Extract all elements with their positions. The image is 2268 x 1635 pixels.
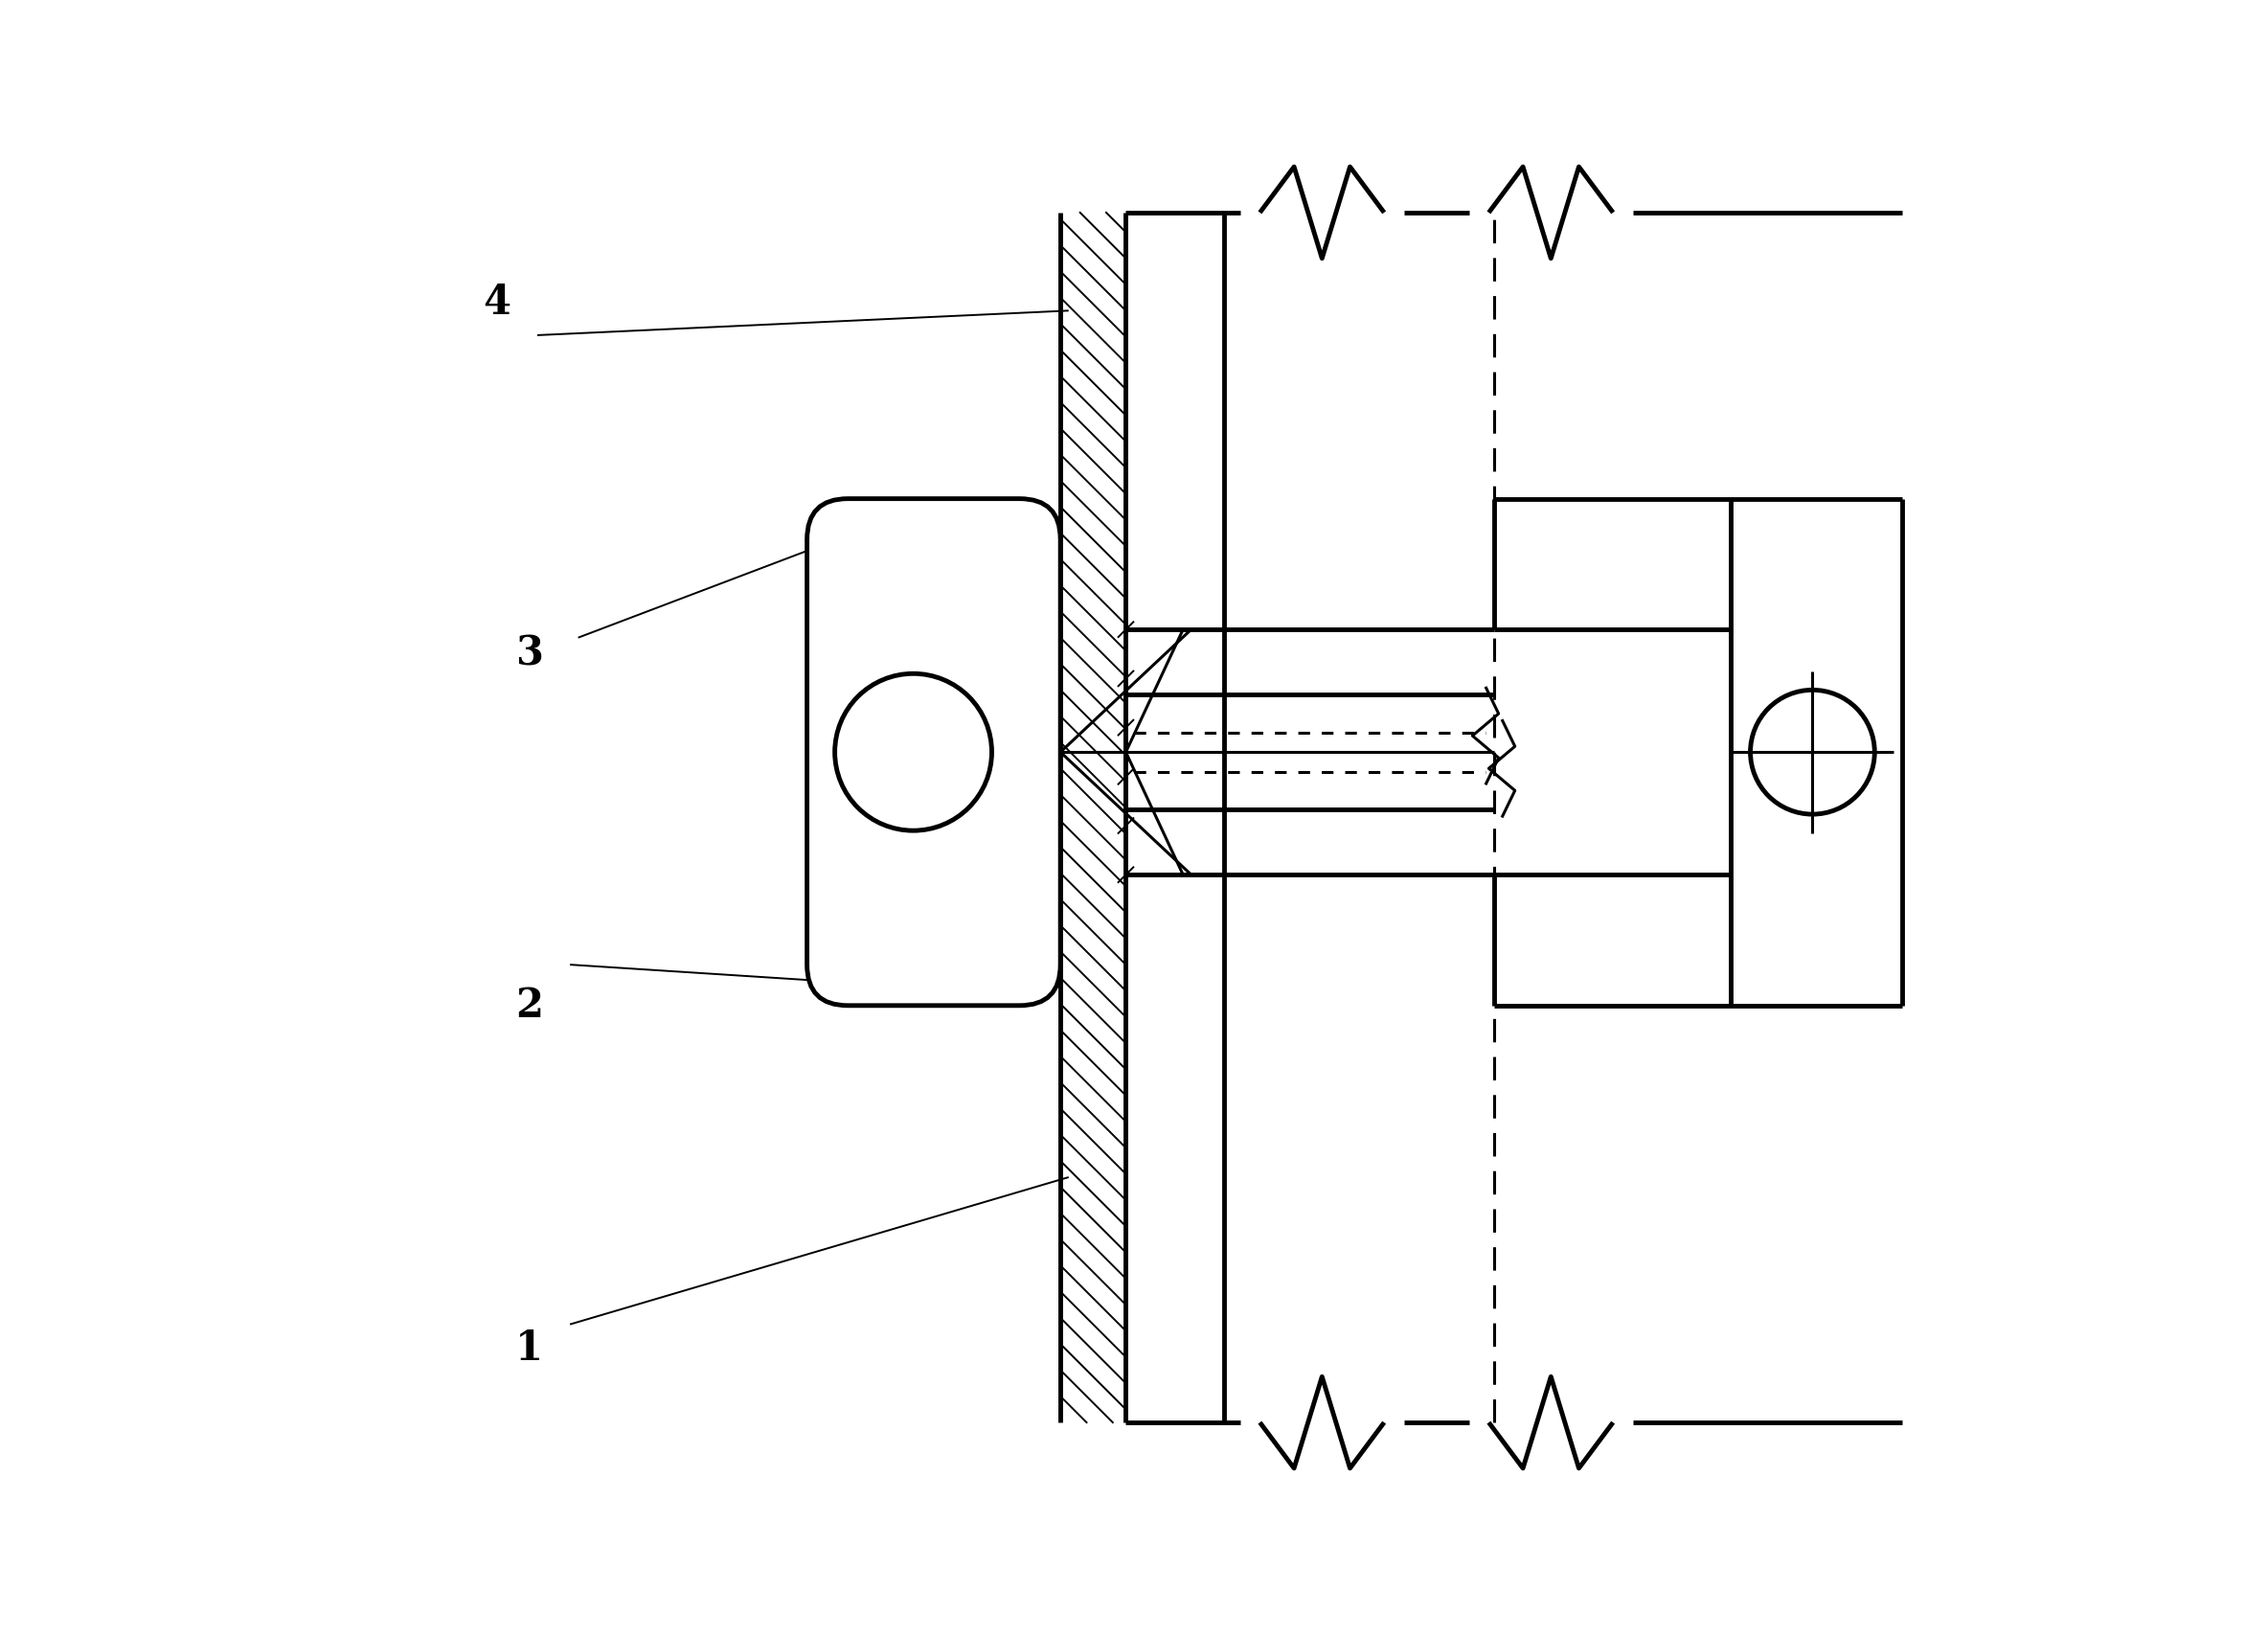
FancyBboxPatch shape — [807, 499, 1061, 1006]
Text: 2: 2 — [515, 986, 542, 1025]
Text: 1: 1 — [515, 1329, 542, 1368]
Text: 3: 3 — [515, 634, 542, 674]
Text: 4: 4 — [483, 283, 510, 322]
